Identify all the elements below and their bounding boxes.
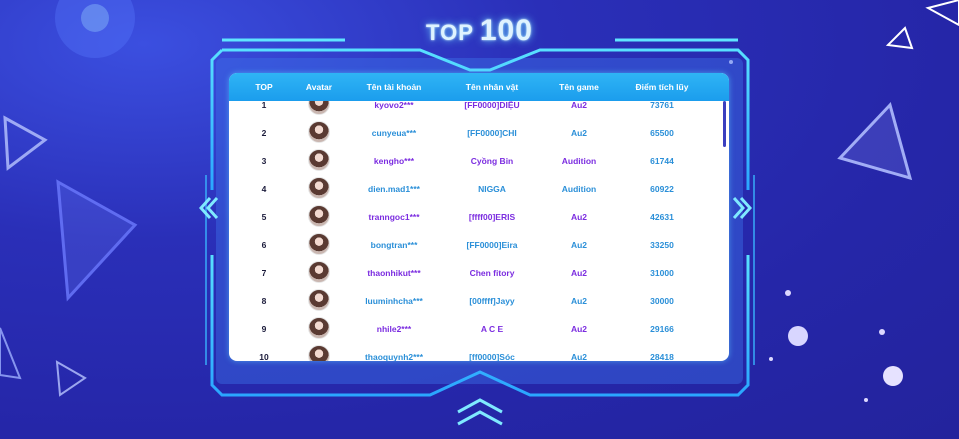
rank-cell: 10 (259, 352, 269, 361)
header-character: Tên nhân vật (465, 82, 519, 92)
account-cell: bongtran*** (370, 240, 418, 250)
rank-cell: 5 (261, 212, 267, 222)
rank-cell: 1 (261, 101, 267, 110)
avatar (308, 289, 330, 311)
table-row: 3 kengho*** Cyồng Bin Audition 61744 (229, 147, 729, 175)
header-account: Tên tài khoản (366, 82, 422, 92)
game-cell: Au2 (570, 352, 588, 361)
character-cell: [FF0000]DIỆU (464, 101, 520, 110)
table-row: 1 kyovo2*** [FF0000]DIỆU Au2 73761 (229, 101, 729, 119)
points-cell: 73761 (650, 101, 674, 110)
avatar (308, 121, 330, 143)
avatar (308, 177, 330, 199)
avatar (308, 345, 330, 361)
points-cell: 65500 (650, 128, 674, 138)
account-cell: nhile2*** (376, 324, 412, 334)
table-row: 2 cunyeua*** [FF0000]CHI Au2 65500 (229, 119, 729, 147)
rank-cell: 7 (261, 268, 267, 278)
points-cell: 33250 (650, 240, 674, 250)
game-cell: Au2 (570, 240, 588, 250)
game-cell: Au2 (570, 268, 588, 278)
table-row: 9 nhile2*** A C E Au2 29166 (229, 315, 729, 343)
points-cell: 42631 (650, 212, 674, 222)
avatar (308, 317, 330, 339)
account-cell: thaonhikut*** (367, 268, 421, 278)
leaderboard-table: TOP Avatar Tên tài khoản Tên nhân vật Tê… (229, 73, 729, 361)
character-cell: [00ffff]Jayy (469, 296, 515, 306)
character-cell: [FF0000]CHI (467, 128, 517, 138)
rank-cell: 4 (261, 184, 267, 194)
game-cell: Au2 (570, 101, 588, 110)
game-cell: Au2 (570, 128, 588, 138)
table-row: 4 dien.mad1*** NIGGA Audition 60922 (229, 175, 729, 203)
points-cell: 60922 (650, 184, 674, 194)
account-cell: kyovo2*** (374, 101, 414, 110)
character-cell: [ffff00]ERIS (468, 212, 516, 222)
character-cell: Cyồng Bin (470, 156, 514, 166)
table-row: 5 tranngoc1*** [ffff00]ERIS Au2 42631 (229, 203, 729, 231)
table-header: TOP Avatar Tên tài khoản Tên nhân vật Tê… (229, 73, 729, 101)
rank-cell: 2 (261, 128, 267, 138)
table-row: 7 thaonhikut*** Chen fitory Au2 31000 (229, 259, 729, 287)
rank-cell: 9 (261, 324, 267, 334)
avatar (308, 233, 330, 255)
points-cell: 31000 (650, 268, 674, 278)
points-cell: 28418 (650, 352, 674, 361)
account-cell: dien.mad1*** (368, 184, 420, 194)
game-cell: Audition (561, 184, 597, 194)
rank-cell: 6 (261, 240, 267, 250)
game-cell: Au2 (570, 296, 588, 306)
account-cell: tranngoc1*** (368, 212, 420, 222)
avatar (308, 205, 330, 227)
avatar (308, 149, 330, 171)
character-cell: Chen fitory (469, 268, 515, 278)
game-cell: Au2 (570, 212, 588, 222)
game-cell: Audition (561, 156, 597, 166)
account-cell: luuminhcha*** (365, 296, 423, 306)
avatar (308, 261, 330, 283)
page-title: TOP 100 (0, 14, 959, 48)
character-cell: [FF0000]Eira (466, 240, 518, 250)
table-row: 6 bongtran*** [FF0000]Eira Au2 33250 (229, 231, 729, 259)
header-points: Điểm tích lũy (635, 82, 689, 92)
account-cell: cunyeua*** (371, 128, 417, 138)
points-cell: 61744 (650, 156, 674, 166)
game-cell: Au2 (570, 324, 588, 334)
header-top: TOP (255, 82, 273, 92)
header-avatar: Avatar (305, 82, 333, 92)
table-body[interactable]: 1 kyovo2*** [FF0000]DIỆU Au2 73761 2 cun… (229, 101, 729, 361)
title-top: TOP (426, 20, 474, 45)
table-row: 8 luuminhcha*** [00ffff]Jayy Au2 30000 (229, 287, 729, 315)
account-cell: kengho*** (373, 156, 415, 166)
rank-cell: 8 (261, 296, 267, 306)
points-cell: 30000 (650, 296, 674, 306)
scrollbar-thumb[interactable] (723, 101, 726, 147)
rank-cell: 3 (261, 156, 267, 166)
title-100: 100 (479, 14, 533, 47)
avatar (308, 101, 330, 115)
character-cell: NIGGA (478, 184, 506, 194)
points-cell: 29166 (650, 324, 674, 334)
header-game: Tên game (559, 82, 599, 92)
character-cell: [ff0000]Sóc (469, 352, 515, 361)
table-row: 10 thaoquynh2*** [ff0000]Sóc Au2 28418 (229, 343, 729, 361)
character-cell: A C E (480, 324, 504, 334)
account-cell: thaoquynh2*** (364, 352, 424, 361)
